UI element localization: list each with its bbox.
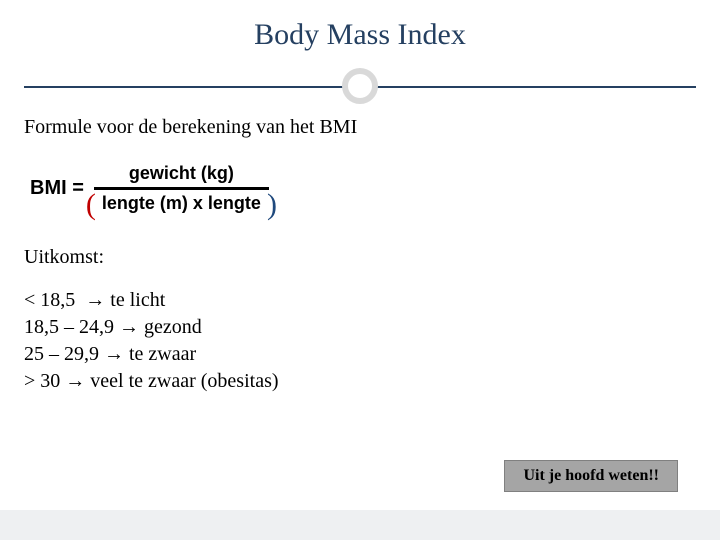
category-row: 18,5 – 24,9 → gezond [24, 314, 696, 341]
category-label: gezond [144, 316, 202, 338]
footer-band [0, 510, 720, 540]
formula-numerator: gewicht (kg) [121, 161, 242, 186]
title-divider [24, 66, 696, 106]
category-range: 18,5 – 24,9 [24, 316, 114, 338]
arrow-icon: → [65, 370, 85, 392]
divider-circle-icon [342, 68, 378, 104]
category-label: te licht [110, 289, 165, 311]
category-range: > 30 [24, 370, 60, 392]
arrow-icon: → [104, 343, 124, 365]
formula-denominator: lengte (m) x lengte [94, 191, 269, 216]
formula-label: BMI = [30, 177, 84, 200]
category-label: veel te zwaar (obesitas) [90, 370, 278, 392]
bracket-right-icon: ) [267, 190, 277, 220]
arrow-icon: → [119, 316, 139, 338]
subtitle: Formule voor de berekening van het BMI [24, 116, 696, 139]
page-title: Body Mass Index [24, 18, 696, 52]
arrow-icon: → [85, 289, 105, 311]
bmi-categories: < 18,5 → te licht 18,5 – 24,9 → gezond 2… [24, 287, 696, 395]
category-range: < 18,5 [24, 289, 75, 311]
result-label: Uitkomst: [24, 246, 696, 269]
fraction-line [94, 187, 269, 190]
formula-fraction: gewicht (kg) lengte (m) x lengte ( ) [94, 161, 269, 216]
bmi-formula: BMI = gewicht (kg) lengte (m) x lengte (… [30, 161, 696, 216]
category-range: 25 – 29,9 [24, 343, 99, 365]
category-row: > 30 → veel te zwaar (obesitas) [24, 368, 696, 395]
slide: Body Mass Index Formule voor de berekeni… [0, 0, 720, 540]
category-label: te zwaar [129, 343, 196, 365]
memorize-note: Uit je hoofd weten!! [504, 460, 678, 492]
category-row: < 18,5 → te licht [24, 287, 696, 314]
category-row: 25 – 29,9 → te zwaar [24, 341, 696, 368]
bracket-left-icon: ( [86, 190, 96, 220]
